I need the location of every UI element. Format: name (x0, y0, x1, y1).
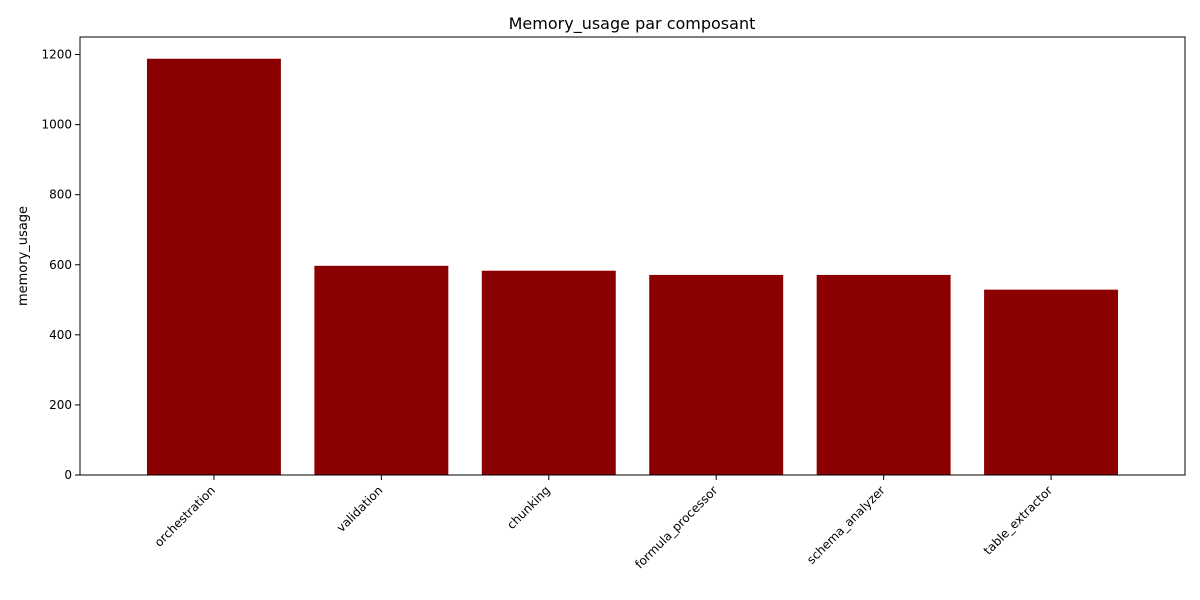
bar-orchestration (146, 58, 281, 476)
y-tick-label: 400 (49, 328, 72, 342)
y-tick-label: 1000 (41, 118, 72, 132)
y-tick-label: 200 (49, 398, 72, 412)
chart-title: Memory_usage par composant (509, 14, 756, 34)
bar-table-extractor (984, 289, 1119, 475)
y-tick-label: 1200 (41, 48, 72, 62)
bar-formula-processor (649, 274, 784, 475)
y-axis-title: memory_usage (16, 206, 31, 306)
bar-validation (314, 265, 449, 475)
bar-chunking (481, 270, 616, 475)
bar-schema-analyzer (816, 274, 951, 475)
y-axis-ticks: 0 200 400 600 800 1000 1200 (41, 48, 80, 482)
bars-group (146, 58, 1119, 476)
y-tick-label: 0 (64, 468, 72, 482)
y-tick-label: 600 (49, 258, 72, 272)
plot-frame (79, 36, 1186, 476)
y-tick-label: 800 (49, 188, 72, 202)
